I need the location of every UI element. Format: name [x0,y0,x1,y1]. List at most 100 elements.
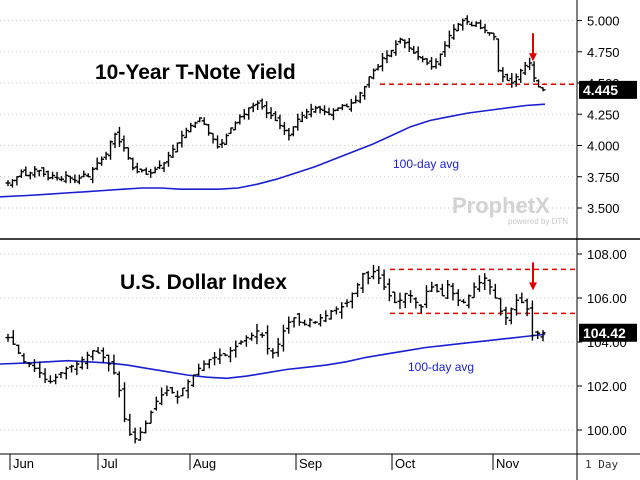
price-bar [47,375,53,384]
top-price-bars [5,15,546,188]
arrow-head [529,53,537,62]
price-bar [270,348,276,359]
price-bar [18,169,24,178]
price-bar [386,278,392,302]
price-bar [308,103,314,118]
price-bar [169,387,175,394]
price-bar [495,38,501,73]
price-bar [243,335,249,347]
price-bar [232,121,238,131]
price-bar [222,352,228,357]
price-bar [188,122,194,133]
price-bar [122,382,128,423]
price-bar [464,15,470,25]
price-bar [9,179,15,188]
price-bar [411,45,417,54]
price-bar [255,100,261,110]
price-bar [31,359,37,372]
price-bar [174,142,180,153]
month-label: Sep [299,456,322,471]
price-bar [249,332,255,341]
top-ma-label: 100-day avg [393,157,459,171]
price-bar [455,289,461,307]
price-bar [323,310,329,323]
price-bar [423,285,429,309]
price-bar [277,114,283,130]
price-bar [241,109,247,120]
price-bar [296,313,302,326]
price-bar [175,390,181,404]
price-bar [74,360,80,376]
top-panel-grid [0,20,577,209]
price-bar [302,319,308,326]
price-bar [100,347,106,363]
price-bar [381,269,387,291]
price-bar [504,73,510,82]
price-bar [63,171,69,184]
price-bar [116,126,122,147]
bottom-last-value-bg [579,323,637,342]
price-bar [335,107,341,112]
price-bar [85,173,91,178]
price-bar [223,133,229,146]
price-bar [333,306,339,315]
bottom-ma-label: 100-day avg [408,360,474,374]
price-bar [127,413,133,436]
price-bar [63,366,69,380]
price-bar [27,171,33,180]
price-bar [500,67,506,83]
price-bar [59,176,64,182]
price-bar [353,95,359,104]
price-bar [424,58,430,66]
price-bar [513,73,519,87]
prophetx-watermark: ProphetX powered by DTN [452,193,568,226]
price-bar [365,271,371,285]
price-bar [50,171,56,180]
price-bar [148,410,154,424]
month-label: Aug [193,456,216,471]
price-bar [469,21,475,27]
month-label: Nov [496,456,520,471]
watermark-brand: ProphetX [452,193,550,218]
price-bar [21,353,27,363]
price-bar [348,98,354,112]
price-bar [299,111,305,123]
price-bar [393,40,399,56]
price-bar [41,167,47,177]
price-bar [259,98,265,110]
price-bar [519,292,525,304]
price-bar [227,346,233,363]
watermark-tagline: powered by DTN [508,217,568,226]
price-bar [264,101,270,119]
price-bar [26,362,32,368]
price-bar [180,387,186,397]
price-bar [295,113,301,131]
price-bar [108,140,114,160]
price-bar [132,427,138,444]
price-bar [259,332,265,338]
top-100-day-avg-line [0,103,546,198]
price-bar [371,68,377,80]
price-bar [215,135,221,149]
price-bar [90,166,96,184]
price-bar [492,283,498,299]
price-bar [210,132,216,144]
price-bar [84,351,90,370]
price-bar [201,360,207,372]
price-bar [518,68,524,83]
price-bar [291,317,297,328]
price-bar [134,162,140,174]
price-bar [388,49,394,58]
price-bar [522,61,528,76]
price-bar [143,420,149,434]
price-bar [69,364,75,373]
price-bar [206,124,212,136]
price-bar [318,314,324,327]
price-bar [81,170,87,178]
price-bar [159,387,165,406]
price-bar [286,316,292,334]
y-tick-label: 3.750 [587,170,620,185]
